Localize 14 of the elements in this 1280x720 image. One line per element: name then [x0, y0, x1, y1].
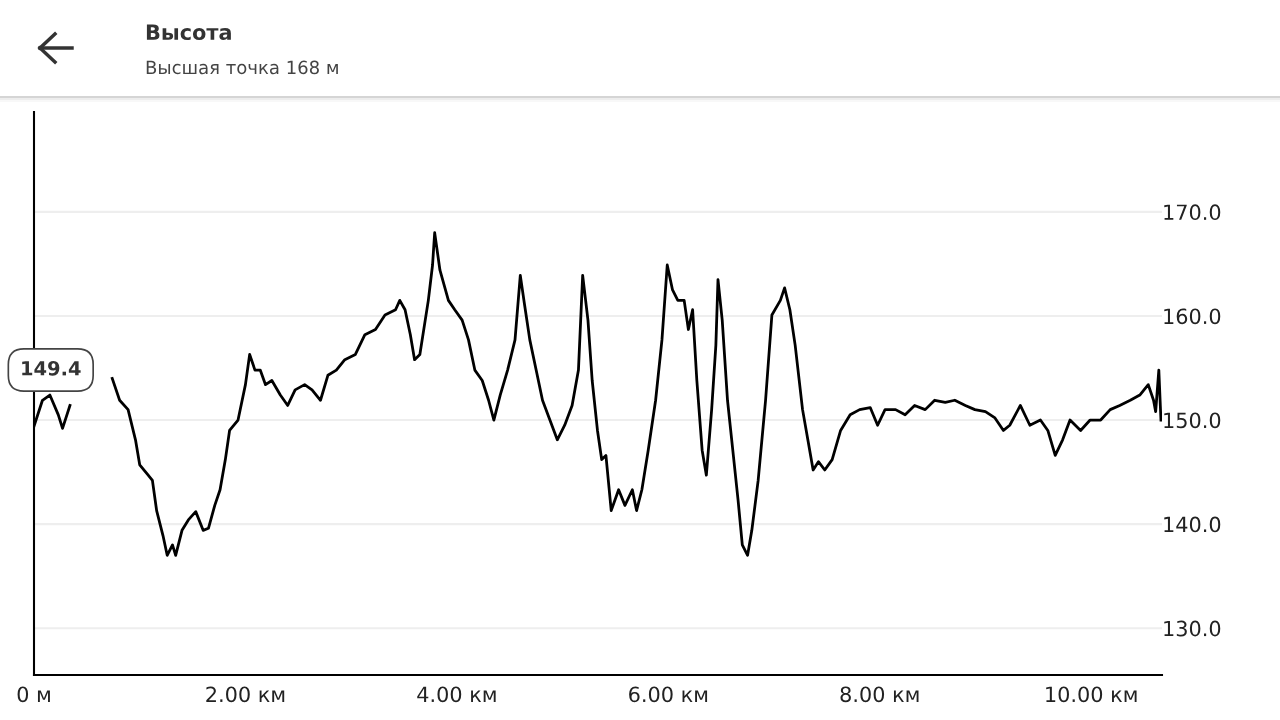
x-tick-label: 2.00 км: [206, 686, 285, 703]
chart-subtitle: Высшая точка 168 м: [146, 60, 338, 75]
chart-title: Высота: [146, 24, 231, 41]
x-tick-label: 10.00 км: [1046, 686, 1137, 703]
x-tick-label: 8.00 км: [840, 686, 919, 703]
x-tick-label: 0 м: [17, 686, 50, 703]
x-tick-label: 4.00 км: [417, 686, 496, 703]
y-tick-label: 130.0: [1164, 620, 1221, 637]
x-tick-label: 6.00 км: [629, 686, 708, 703]
annotation: 149.4: [22, 360, 81, 376]
y-tick-label: 150.0: [1164, 412, 1221, 429]
y-tick-label: 160.0: [1164, 308, 1221, 325]
y-tick-label: 170.0: [1164, 204, 1221, 221]
y-tick-label: 140.0: [1164, 516, 1221, 533]
